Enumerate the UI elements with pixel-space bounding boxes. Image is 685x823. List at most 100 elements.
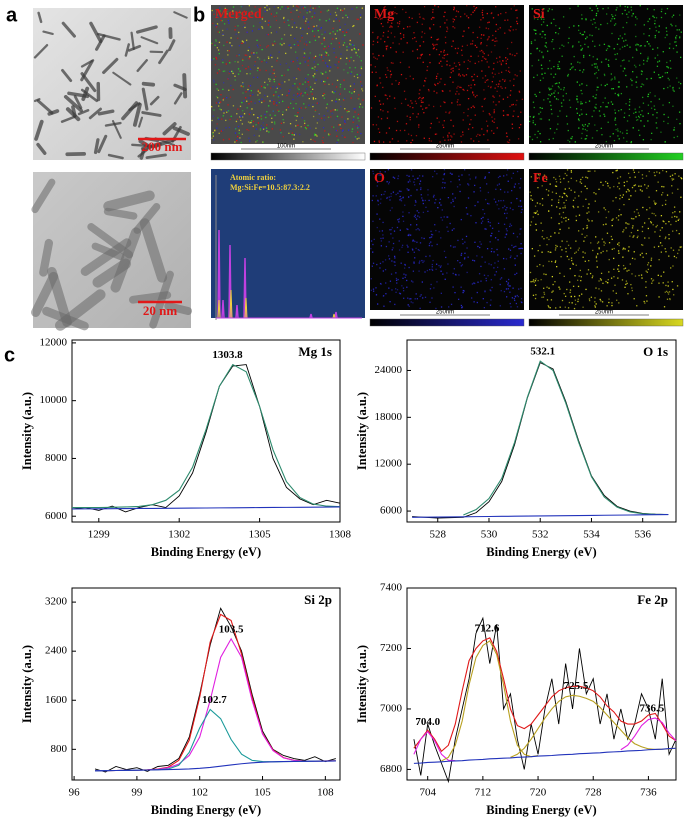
map-dot: [668, 291, 671, 293]
map-dot: [490, 86, 492, 88]
x-tick-label: 534: [583, 529, 600, 541]
map-dot: [454, 246, 456, 248]
map-dot: [396, 12, 398, 15]
map-dot: [400, 102, 403, 105]
map-dot: [457, 47, 459, 50]
map-dot: [580, 191, 583, 193]
map-dot: [586, 84, 588, 87]
map-dot: [572, 45, 574, 47]
map-dot: [657, 61, 659, 63]
map-dot: [267, 56, 270, 58]
map-dot: [658, 74, 660, 76]
map-dot: [484, 75, 487, 77]
map-dot: [339, 29, 341, 31]
nanorod: [182, 73, 188, 99]
map-dot: [356, 124, 358, 127]
nanorod: [140, 36, 159, 45]
map-dot: [399, 61, 402, 64]
map-dot: [498, 72, 500, 74]
map-dot: [357, 97, 359, 100]
map-dot: [296, 115, 298, 117]
map-dot: [389, 199, 391, 201]
map-dot: [473, 5, 475, 8]
map-dot: [479, 50, 481, 52]
map-dot: [533, 115, 535, 118]
map-dot: [663, 271, 665, 273]
map-dot: [655, 226, 657, 228]
map-dot: [549, 251, 551, 253]
map-dot: [253, 52, 255, 54]
map-dot: [468, 84, 470, 87]
map-dot: [429, 27, 431, 29]
map-dot: [436, 92, 438, 94]
nanorod: [61, 68, 73, 83]
map-dot: [377, 116, 380, 118]
map-dot: [227, 54, 229, 56]
map-dot: [480, 243, 482, 245]
y-tick-label: 6000: [45, 510, 68, 522]
map-dot: [507, 283, 509, 286]
map-dot: [334, 109, 336, 111]
map-dot: [620, 214, 622, 216]
map-dot: [613, 48, 615, 50]
map-dot: [660, 214, 663, 217]
map-dot: [318, 36, 320, 38]
map-dot: [499, 56, 501, 58]
map-dot: [449, 172, 452, 174]
y-axis-label: Intensity (a.u.): [355, 392, 369, 470]
map-dot: [228, 22, 230, 24]
map-dot: [443, 51, 445, 53]
map-dot: [515, 104, 517, 106]
map-dot: [234, 132, 237, 134]
map-dot: [256, 69, 259, 72]
map-dot: [628, 198, 630, 201]
map-dot: [242, 41, 245, 43]
map-dot: [234, 75, 236, 77]
map-dot: [397, 25, 399, 28]
map-dot: [275, 91, 277, 93]
map-dot: [566, 174, 568, 177]
map-dot: [384, 171, 386, 173]
map-dot: [334, 33, 336, 35]
map-dot: [591, 34, 593, 37]
map-dot: [306, 9, 309, 12]
map-dot: [454, 291, 456, 294]
map-dot: [406, 115, 408, 117]
map-dot: [474, 282, 476, 285]
map-dot: [292, 85, 294, 87]
map-dot: [325, 71, 327, 73]
map-dot: [631, 186, 634, 189]
map-dot: [678, 87, 681, 89]
map-dot: [379, 109, 382, 111]
map-dot: [647, 262, 650, 264]
map-dot: [560, 256, 562, 258]
map-dot: [338, 42, 340, 44]
map-dot: [485, 58, 487, 60]
map-dot: [565, 199, 567, 201]
map-dot: [376, 37, 379, 39]
map-dot: [246, 128, 248, 131]
map-dot: [322, 136, 324, 139]
map-dot: [415, 102, 418, 105]
map-dot: [607, 59, 610, 61]
map-dot: [499, 27, 501, 29]
map-dot: [645, 295, 648, 297]
map-dot: [479, 134, 481, 136]
map-dot: [592, 40, 594, 42]
map-dot: [387, 169, 390, 171]
map-dot: [321, 140, 324, 142]
map-dot: [222, 29, 224, 32]
map-dot: [665, 236, 667, 238]
map-dot: [545, 46, 548, 48]
map-dot: [619, 35, 621, 37]
map-dot: [646, 271, 648, 273]
map-dot: [278, 110, 280, 112]
map-dot: [641, 174, 644, 176]
map-dot: [432, 8, 434, 11]
map-dot: [410, 194, 412, 197]
map-dot: [325, 54, 327, 57]
map-dot: [571, 302, 573, 304]
map-dot: [283, 34, 286, 36]
map-dot: [235, 120, 238, 123]
map-dot: [628, 60, 630, 62]
